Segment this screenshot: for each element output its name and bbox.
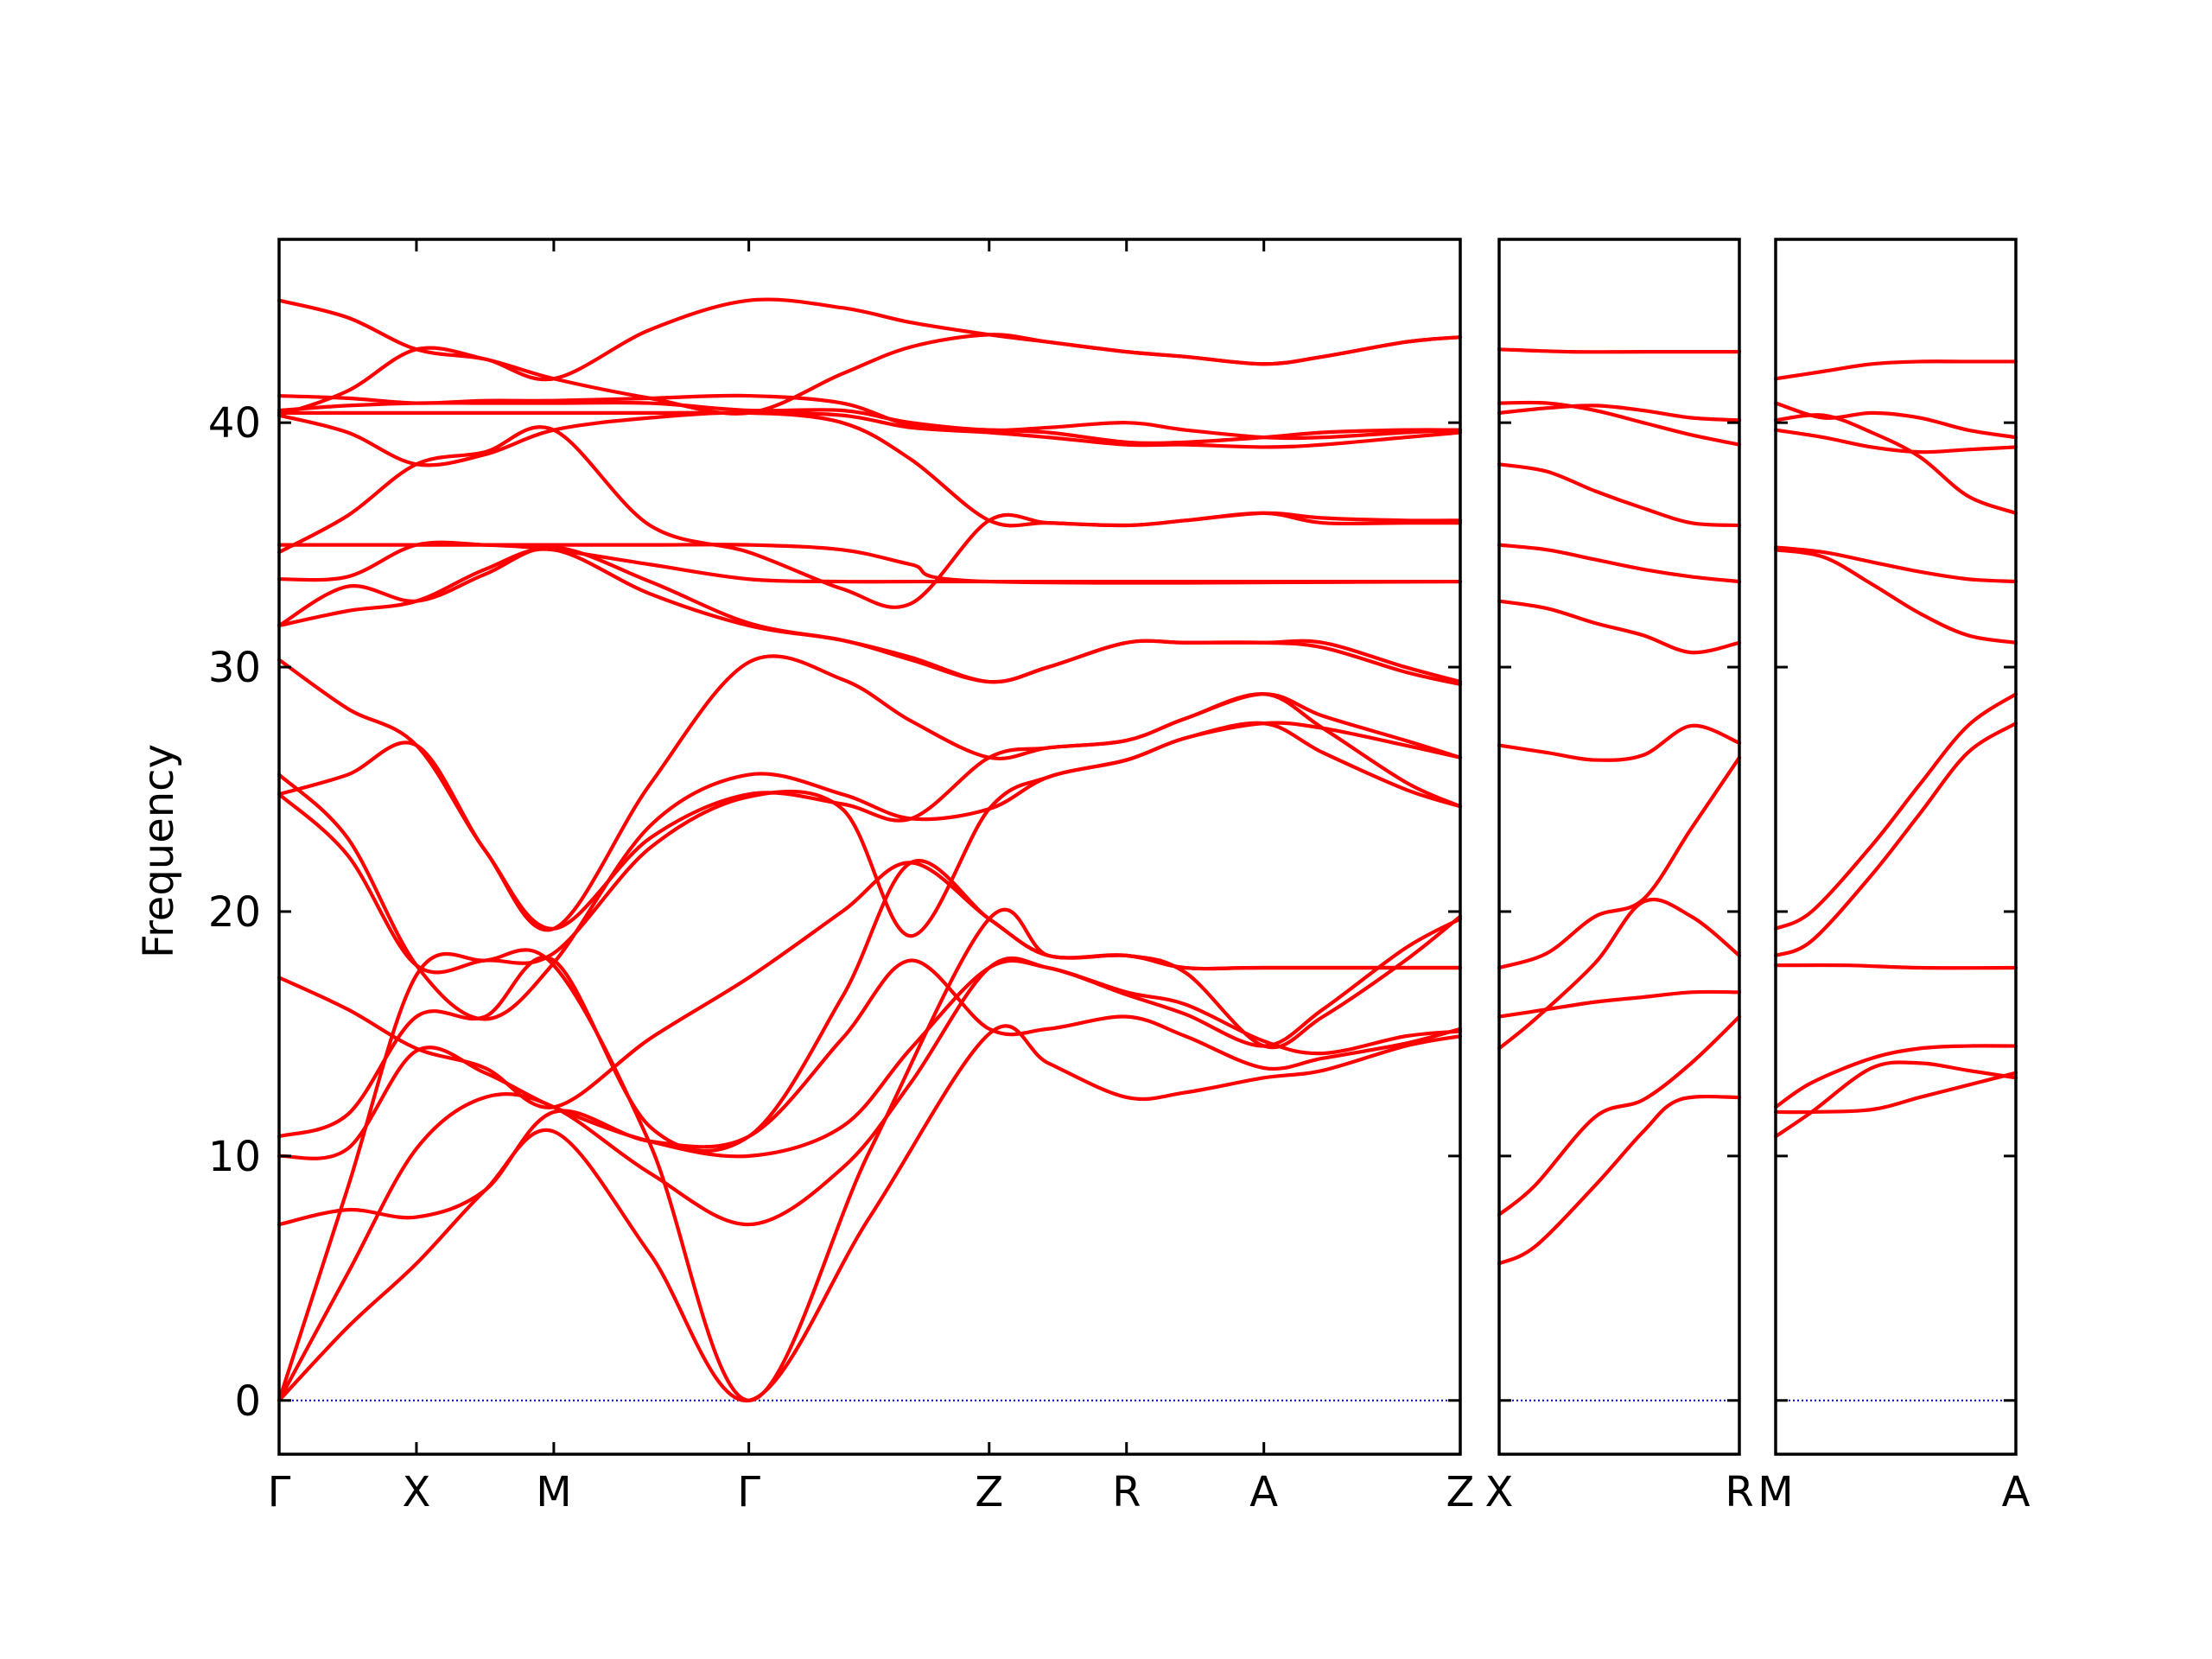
- phonon-band-line: [276, 410, 1463, 449]
- phonon-band-line: [276, 547, 1463, 686]
- phonon-band-line: [1773, 1060, 2018, 1139]
- x-tick-label: Γ: [268, 1468, 291, 1516]
- phonon-band-line: [276, 654, 1463, 932]
- y-tick-label: 40: [208, 399, 261, 448]
- y-ticks-layer: 0 10 20 30 40: [208, 399, 2016, 1426]
- phonon-band-line: [1773, 963, 2018, 970]
- x-tick-label: A: [1249, 1468, 1278, 1516]
- phonon-band-line: [276, 410, 1463, 528]
- panel-frame: [1774, 238, 2018, 1456]
- phonon-band-line: [1497, 462, 1742, 528]
- phonon-band-line: [276, 958, 1463, 1227]
- x-tick-label: Γ: [737, 1468, 760, 1516]
- y-tick-label: 20: [208, 888, 261, 937]
- phonon-band-line: [1773, 359, 2018, 381]
- phonon-band-line: [1773, 548, 2018, 645]
- phonon-band-line: [276, 543, 1463, 585]
- phonon-band-line: [1773, 1044, 2018, 1109]
- phonon-band-line: [276, 721, 1463, 1021]
- phonon-band-line: [276, 907, 1463, 1402]
- phonon-band-line: [1773, 1071, 2018, 1115]
- phonon-band-line: [276, 297, 1463, 382]
- phonon-band-line: [1773, 413, 2018, 515]
- phonon-band-line: [276, 1024, 1463, 1402]
- phonon-band-line: [1773, 401, 2018, 440]
- y-tick-label: 0: [234, 1377, 261, 1426]
- phonon-band-line: [1497, 989, 1742, 1019]
- phonon-band-line: [276, 393, 1463, 445]
- phonon-band-line: [1497, 755, 1742, 970]
- x-tick-label: Z: [1446, 1468, 1475, 1516]
- y-tick-label: 10: [208, 1133, 261, 1181]
- phonon-band-line: [1497, 400, 1742, 447]
- phonon-band-line: [1497, 543, 1742, 584]
- x-tick-label: A: [2002, 1468, 2031, 1516]
- phonon-band-line: [1773, 545, 2018, 584]
- phonon-band-line: [1497, 347, 1742, 354]
- x-tick-label: Z: [975, 1468, 1003, 1516]
- y-tick-label: 30: [208, 644, 261, 692]
- x-tick-label: R: [1725, 1468, 1753, 1516]
- phonon-band-line: [1497, 599, 1742, 655]
- x-tick-label: M: [1758, 1468, 1793, 1516]
- phonon-band-line: [276, 861, 1463, 1109]
- x-tick-label: X: [403, 1468, 431, 1516]
- phonon-band-line: [1497, 897, 1742, 1051]
- y-axis-label: Frequency: [135, 744, 183, 958]
- phonon-band-line: [1773, 692, 2018, 931]
- x-tick-label: R: [1112, 1468, 1141, 1516]
- x-tick-label: X: [1485, 1468, 1514, 1516]
- phonon-band-line: [1773, 428, 2018, 454]
- x-tick-label: M: [536, 1468, 571, 1516]
- phonon-band-line: [1497, 404, 1742, 423]
- panel-frame: [277, 238, 1462, 1456]
- panel-frames-layer: [277, 238, 2018, 1456]
- phonon-band-line: [1773, 721, 2018, 957]
- panel-frame: [1497, 238, 1741, 1456]
- phonon-band-line: [1497, 1094, 1742, 1266]
- phonon-band-line: [1497, 723, 1742, 762]
- phonon-band-line: [276, 545, 1463, 684]
- phonon-band-line: [276, 917, 1463, 1402]
- phonon-band-line: [276, 540, 1463, 584]
- bands-layer: [276, 297, 2018, 1402]
- phonon-band-line: [1497, 1014, 1742, 1217]
- phonon-band-line: [276, 958, 1463, 1160]
